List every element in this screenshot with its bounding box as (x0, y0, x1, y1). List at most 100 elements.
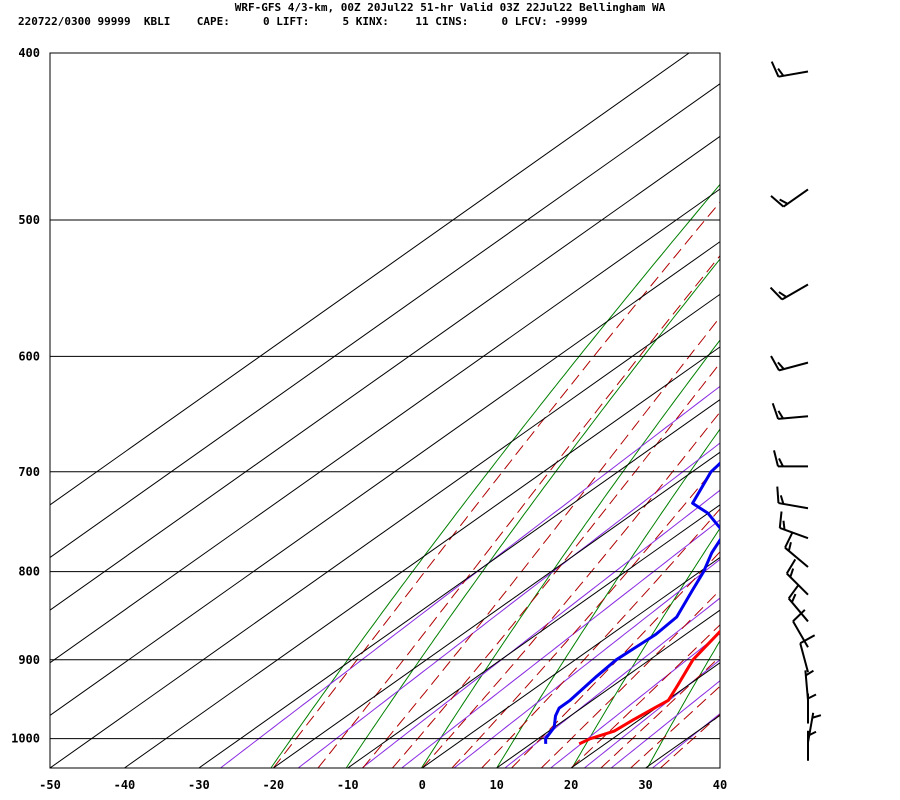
moist-adiabat (272, 201, 720, 768)
dry-adiabat (571, 527, 720, 768)
wind-barb (787, 584, 809, 623)
mixing-ratio-line (610, 680, 720, 768)
barb-feather (779, 495, 785, 505)
x-tick-label: 20 (564, 778, 578, 792)
barb-feather (778, 457, 784, 467)
barb-feather (773, 450, 779, 467)
plot-frame (49, 52, 721, 769)
wind-barb (778, 511, 809, 540)
x-tick-label: 40 (713, 778, 727, 792)
barb-feather (799, 634, 816, 645)
y-tick-label: 400 (18, 46, 40, 60)
sounding-indices: 220722/0300 99999 KBLI CAPE: 0 LIFT: 5 K… (18, 15, 588, 28)
wind-barb (771, 402, 809, 420)
isotherm-line (347, 504, 720, 768)
x-tick-label: -40 (114, 778, 136, 792)
moist-adiabat (481, 508, 720, 768)
isotherm-line (124, 346, 720, 768)
barb-staff (792, 620, 809, 648)
barb-feather (785, 558, 797, 575)
moist-adiabat (421, 411, 720, 768)
wind-barb (784, 532, 809, 568)
temperature-line (578, 629, 720, 746)
isotherm-line (570, 662, 720, 768)
barb-feather (770, 195, 785, 208)
wind-barb (792, 609, 809, 648)
mixing-ratio-line (401, 519, 720, 768)
moist-adiabat (511, 551, 720, 768)
barb-feather (807, 693, 817, 700)
isotherm-line (50, 53, 690, 506)
x-tick-label: -30 (188, 778, 210, 792)
mixing-ratio-line (504, 597, 720, 768)
y-tick-label: 600 (18, 349, 40, 363)
dewpoint-line (544, 461, 720, 744)
x-tick-label: -50 (39, 778, 61, 792)
dry-adiabat (798, 44, 900, 768)
chart-grid (49, 52, 721, 769)
barb-feather (777, 68, 785, 77)
barb-feather (784, 532, 794, 549)
chart-title: WRF-GFS 4/3-km, 00Z 20Jul22 51-hr Valid … (234, 1, 666, 14)
barb-staff (799, 642, 809, 673)
sounding-profiles (544, 461, 720, 746)
wind-barb (770, 355, 809, 372)
wind-barb (785, 558, 809, 596)
y-tick-label: 800 (18, 565, 40, 579)
isotherm-line (645, 714, 720, 768)
barb-feather (778, 291, 787, 298)
dry-adiabat (723, 44, 900, 768)
dry-adiabat (496, 428, 720, 768)
wind-barb (776, 486, 809, 510)
isotherm-line (198, 398, 720, 768)
barb-feather (770, 355, 780, 371)
barb-feather (778, 511, 783, 529)
barb-feather (805, 669, 814, 677)
isotherm-line (496, 609, 720, 768)
wind-barb (807, 712, 822, 743)
isotherm-line (273, 451, 720, 768)
wind-barb (807, 693, 817, 724)
mixing-ratio-line (220, 385, 720, 768)
wind-barb (799, 634, 816, 673)
mixing-ratio-line (297, 442, 720, 768)
y-tick-label: 900 (18, 653, 40, 667)
mixing-ratio-line (550, 632, 720, 768)
barb-feather (771, 402, 780, 420)
wind-barb (769, 283, 809, 301)
wind-barb (807, 730, 817, 761)
x-tick-label: -10 (337, 778, 359, 792)
dry-adiabat (646, 639, 720, 768)
barb-feather (791, 593, 797, 603)
x-tick-label: 30 (638, 778, 652, 792)
x-tick-label: 0 (419, 778, 426, 792)
barb-feather (770, 61, 780, 78)
axis-labels: 400 500 600 700 800 900 1000 -50 -40 -30 -20 -10 0 10… (11, 46, 727, 792)
mixing-ratio-line (361, 489, 720, 768)
dry-adiabat (270, 183, 720, 768)
wind-barb (770, 188, 809, 208)
wind-barb (770, 61, 809, 78)
barb-feather (812, 714, 822, 719)
barb-feather (782, 520, 786, 530)
barb-feather (776, 486, 780, 504)
mixing-ratio-line (453, 558, 720, 768)
dry-adiabat (345, 258, 720, 768)
barb-feather (769, 286, 783, 301)
isotherm-line (719, 767, 720, 768)
barb-feather (792, 609, 806, 622)
isotherm-line (50, 188, 720, 664)
barb-feather (777, 361, 785, 370)
isotherm-group (50, 53, 720, 768)
isotherm-line (50, 241, 720, 716)
barb-feather (777, 410, 784, 420)
moist-adiabat (317, 254, 720, 768)
y-tick-label: 500 (18, 213, 40, 227)
moist-adiabat (540, 589, 720, 768)
moist-adiabat (451, 461, 720, 768)
x-tick-label: 10 (489, 778, 503, 792)
isotherm-line (50, 135, 720, 611)
wind-barbs (769, 61, 822, 761)
dry-adiabat (873, 44, 900, 768)
